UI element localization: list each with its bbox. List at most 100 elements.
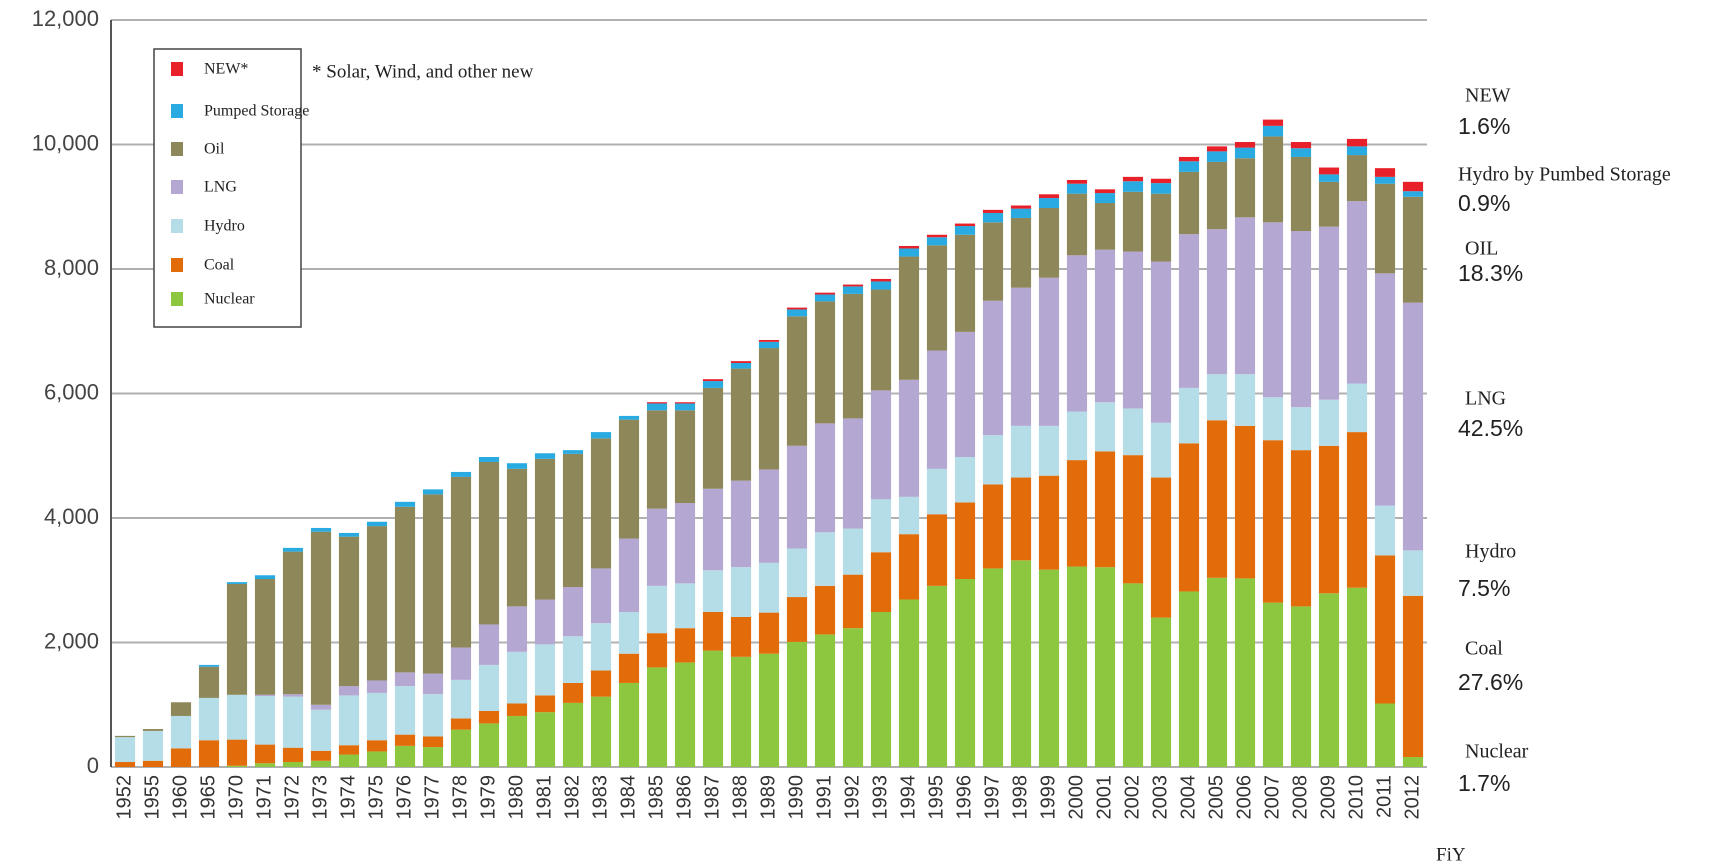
bar-segment [646, 508, 668, 586]
bar-segment [982, 484, 1004, 569]
x-tick-label: 1984 [617, 775, 639, 820]
bar-segment [842, 418, 864, 529]
bar-segment [1262, 119, 1284, 126]
bar-segment [1290, 606, 1312, 767]
bar-segment [1402, 595, 1424, 758]
bar-segment [1374, 555, 1396, 704]
annotation-label: Nuclear [1465, 741, 1529, 763]
bar-segment [1262, 125, 1284, 137]
bar-segment [1066, 255, 1088, 412]
bar-segment [1346, 432, 1368, 588]
x-tick-label: 2008 [1289, 775, 1311, 820]
bar-segment [702, 650, 724, 767]
bar-segment [1038, 198, 1060, 208]
bar-segment [1066, 411, 1088, 461]
bar-segment [1178, 234, 1200, 388]
bar-segment [394, 672, 416, 687]
bar-segment [898, 245, 920, 249]
bar-segment [198, 664, 220, 667]
bar-segment [534, 644, 556, 696]
legend-label: Coal [204, 257, 235, 274]
bar-segment [758, 469, 780, 563]
bar-segment [1346, 383, 1368, 433]
bar-segment [870, 289, 892, 391]
x-tick-label: 2005 [1205, 775, 1227, 820]
bar-segment [198, 666, 220, 698]
bar-segment [702, 387, 724, 489]
bar-segment [1038, 425, 1060, 476]
bar-segment [814, 294, 836, 302]
annotation-label: OIL [1465, 238, 1498, 260]
bar-segment [1010, 425, 1032, 478]
bar-segment [310, 531, 332, 705]
bar-segment [478, 723, 500, 767]
bar-segment [310, 750, 332, 761]
bar-segment [198, 697, 220, 741]
bar-segment [814, 585, 836, 635]
bar-segment [926, 234, 948, 238]
bar-segment [534, 458, 556, 600]
bar-segment [506, 606, 528, 652]
x-tick-label: 2001 [1093, 775, 1115, 820]
annotation-share: 42.5% [1458, 415, 1523, 441]
bar-segment [226, 739, 248, 766]
legend-label: Pumped Storage [204, 103, 309, 120]
bar-segment [1038, 475, 1060, 570]
bar-segment [1318, 226, 1340, 400]
bar-segment [674, 662, 696, 767]
bar-segment [1262, 602, 1284, 767]
bar-segment [534, 712, 556, 767]
bar-segment [590, 696, 612, 767]
bar-segment [954, 331, 976, 457]
bar-segment [366, 740, 388, 752]
bar-segment [898, 599, 920, 767]
bar-segment [1346, 138, 1368, 147]
bar-segment [282, 747, 304, 763]
bar-segment [282, 547, 304, 552]
x-tick-label: 2003 [1149, 775, 1171, 820]
bar-segment [422, 494, 444, 674]
bar-segment [842, 628, 864, 767]
bar-segment [1178, 443, 1200, 592]
bar-segment [702, 379, 724, 382]
bar-segment [618, 419, 640, 539]
bar-segment [1206, 161, 1228, 230]
bar-segment [1346, 201, 1368, 384]
bar-segment [422, 747, 444, 767]
bar-segment [786, 316, 808, 446]
bar-segment [674, 403, 696, 411]
bar-segment [1206, 146, 1228, 152]
bar-segment [366, 526, 388, 681]
bar-segment [310, 709, 332, 751]
bar-segment [674, 583, 696, 629]
bar-segment [674, 402, 696, 404]
bar-segment [730, 362, 752, 369]
bar-segment [1010, 560, 1032, 767]
bar-segment [562, 587, 584, 637]
bar-segment [674, 410, 696, 504]
bar-segment [1346, 587, 1368, 767]
bar-segment [1150, 183, 1172, 194]
bar-segment [1178, 161, 1200, 172]
bar-segment [1374, 176, 1396, 184]
bar-segment [842, 293, 864, 419]
bar-segment [422, 489, 444, 495]
x-tick-label: 2009 [1317, 775, 1339, 820]
bar-segment [786, 309, 808, 317]
bar-segment [814, 532, 836, 586]
x-tick-label: 1993 [869, 775, 891, 820]
bar-segment [1318, 167, 1340, 175]
bar-segment [142, 730, 164, 761]
bar-segment [1178, 171, 1200, 235]
bar-segment [1346, 155, 1368, 202]
bar-segment [870, 499, 892, 553]
x-tick-label: 1996 [953, 775, 975, 820]
legend-label: Nuclear [204, 291, 255, 308]
bar-segment [926, 585, 948, 767]
bar-segment [646, 402, 668, 404]
bar-segment [1150, 617, 1172, 767]
x-axis-label: FiY [1436, 844, 1466, 865]
bar-segment [1234, 578, 1256, 767]
bar-segment [1038, 277, 1060, 426]
bar-segment [450, 471, 472, 477]
